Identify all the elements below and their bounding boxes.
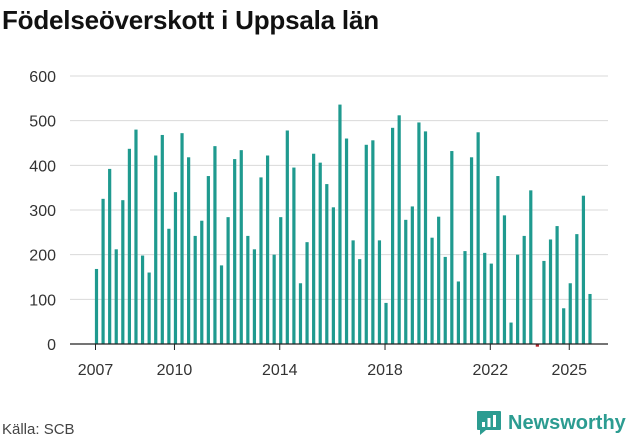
- bar-31: [298, 283, 303, 344]
- bar-65: [522, 235, 526, 344]
- bar-17: [206, 176, 210, 344]
- bar-62: [502, 215, 507, 344]
- x-tick-label-2010: 2010: [157, 362, 193, 379]
- bar-75: [588, 293, 592, 344]
- x-tick-label-2022: 2022: [473, 362, 509, 379]
- bar-25: [259, 177, 263, 344]
- bar-59: [483, 252, 487, 344]
- bar-51: [430, 237, 434, 344]
- x-tick-label-2025: 2025: [551, 362, 587, 379]
- bar-56: [463, 251, 467, 344]
- newsworthy-logo-icon: [477, 411, 501, 435]
- bar-47: [404, 219, 408, 344]
- bar-55: [456, 281, 460, 344]
- bar-11: [167, 228, 171, 344]
- bar-40: [358, 259, 362, 344]
- y-tick-label-300: 300: [29, 203, 56, 220]
- bar-64: [516, 254, 520, 344]
- bar-22: [239, 150, 243, 344]
- bar-6: [134, 129, 138, 344]
- bar-43: [377, 240, 382, 344]
- bar-72: [568, 283, 572, 344]
- bar-39: [351, 240, 355, 344]
- y-tick-label-400: 400: [29, 158, 56, 175]
- bar-68: [542, 260, 546, 344]
- bar-46: [397, 115, 401, 344]
- bar-42: [371, 140, 375, 344]
- bar-5: [127, 148, 131, 344]
- bar-50: [423, 131, 428, 344]
- y-tick-label-600: 600: [29, 69, 56, 86]
- bar-48: [410, 206, 414, 344]
- bar-24: [252, 249, 257, 344]
- bar-0: [94, 268, 99, 344]
- bar-20: [226, 217, 230, 344]
- y-tick-label-500: 500: [29, 114, 56, 131]
- bar-63: [509, 322, 513, 344]
- bar-18: [213, 146, 217, 344]
- bar-32: [305, 242, 309, 344]
- bar-54: [450, 151, 454, 344]
- source-note: Källa: SCB: [2, 421, 75, 438]
- bar-58: [476, 132, 480, 344]
- bar-29: [285, 130, 289, 344]
- bar-73: [575, 234, 579, 344]
- bars: [94, 104, 592, 347]
- y-axis-ticks: 0 100 200 300 400 500 600: [29, 69, 56, 354]
- bar-14: [187, 157, 191, 344]
- bar-27: [272, 254, 276, 344]
- bar-12: [173, 192, 178, 344]
- bar-37: [338, 104, 342, 344]
- x-tick-label-2018: 2018: [367, 362, 403, 379]
- bar-70: [555, 226, 559, 344]
- bar-3: [114, 249, 118, 344]
- bar-2: [108, 168, 112, 344]
- y-tick-label-0: 0: [47, 337, 56, 354]
- bar-36: [331, 207, 335, 344]
- bar-13: [180, 133, 184, 344]
- bar-44: [384, 302, 388, 344]
- bar-35: [325, 184, 329, 344]
- bar-30: [292, 167, 296, 344]
- bar-45: [391, 127, 395, 344]
- bar-53: [443, 256, 447, 344]
- bar-1: [101, 198, 105, 344]
- bar-8: [147, 272, 151, 344]
- x-tick-label-2014: 2014: [262, 362, 298, 379]
- bar-71: [562, 308, 566, 344]
- bar-16: [200, 220, 204, 344]
- newsworthy-logo-text: Newsworthy: [508, 411, 626, 434]
- bar-28: [279, 217, 283, 344]
- bar-34: [318, 162, 322, 344]
- bar-67: [535, 344, 539, 347]
- bar-49: [417, 122, 421, 344]
- x-axis-ticks: 2007 2010 2014 2018 2022 2025: [78, 344, 587, 379]
- bar-23: [246, 235, 250, 344]
- bar-7: [140, 255, 145, 344]
- bar-9: [154, 155, 158, 344]
- chart-title: Födelseöverskott i Uppsala län: [2, 5, 379, 35]
- bar-69: [548, 239, 553, 344]
- bar-41: [364, 144, 368, 344]
- x-tick-label-2007: 2007: [78, 362, 114, 379]
- bar-33: [312, 153, 316, 344]
- bar-57: [469, 157, 474, 344]
- newsworthy-logo[interactable]: Newsworthy: [476, 408, 626, 438]
- y-tick-label-200: 200: [29, 248, 56, 265]
- bar-10: [160, 134, 164, 344]
- bar-4: [121, 200, 125, 344]
- bar-61: [496, 176, 500, 344]
- bar-26: [265, 155, 270, 344]
- bar-60: [489, 263, 493, 344]
- bar-38: [344, 138, 349, 344]
- bar-66: [529, 190, 533, 344]
- bar-19: [219, 265, 224, 344]
- bar-52: [437, 216, 441, 344]
- bar-21: [233, 159, 237, 344]
- bar-74: [581, 195, 586, 344]
- y-tick-label-100: 100: [29, 292, 56, 309]
- bar-15: [193, 235, 197, 344]
